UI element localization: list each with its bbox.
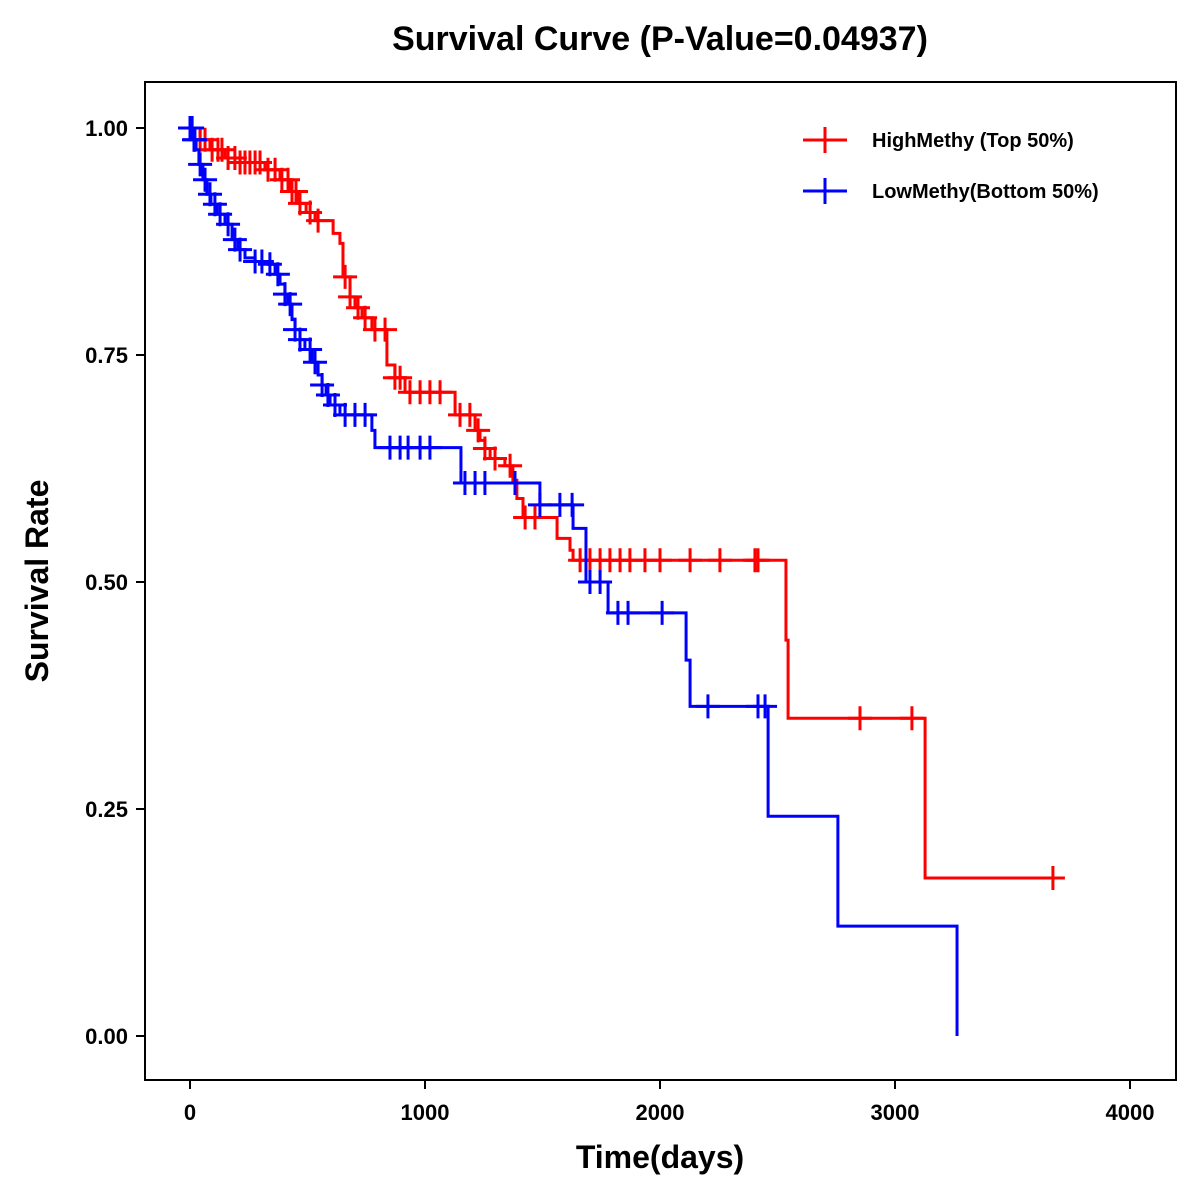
- censor-mark: [678, 548, 703, 573]
- censor-mark: [753, 694, 778, 719]
- censor-mark: [428, 380, 453, 405]
- y-tick-label: 1.00: [85, 116, 128, 141]
- legend: HighMethy (Top 50%) LowMethy(Bottom 50%): [803, 127, 1099, 204]
- censor-mark: [847, 706, 872, 731]
- censor-mark: [503, 471, 528, 496]
- censor-mark: [616, 600, 641, 625]
- censor-mark: [180, 116, 205, 140]
- censor-mark: [695, 694, 720, 719]
- censor-mark: [278, 292, 303, 317]
- legend-key: [803, 178, 847, 204]
- censor-mark: [222, 227, 247, 252]
- censor-mark: [333, 264, 358, 289]
- censor-mark: [498, 453, 523, 478]
- y-tick-label: 0.00: [85, 1024, 128, 1049]
- censor-mark: [197, 182, 222, 207]
- censor-mark: [588, 570, 613, 594]
- curves: [178, 116, 1065, 1036]
- y-tick-label: 0.50: [85, 570, 128, 595]
- censor-mark: [353, 305, 378, 330]
- censor-mark: [193, 167, 218, 192]
- censor-mark: [483, 446, 508, 471]
- censor-mark: [310, 372, 335, 397]
- y-axis-label: Survival Rate: [19, 480, 55, 683]
- y-tick-label: 0.25: [85, 797, 128, 822]
- censor-mark: [522, 505, 547, 530]
- censor-mark: [457, 402, 482, 427]
- censor-mark: [472, 471, 497, 496]
- x-tick-label: 4000: [1106, 1100, 1155, 1125]
- censor-mark: [648, 548, 672, 573]
- censor-mark: [265, 262, 290, 287]
- y-tick-label: 0.75: [85, 343, 128, 368]
- censor-mark: [417, 435, 442, 460]
- legend-label: LowMethy(Bottom 50%): [872, 181, 1099, 203]
- x-tick-label: 2000: [636, 1100, 685, 1125]
- x-tick-label: 3000: [871, 1100, 920, 1125]
- censor-mark: [373, 317, 398, 342]
- censor-mark: [298, 337, 323, 362]
- censor-mark: [322, 392, 347, 417]
- censor-mark: [353, 402, 378, 427]
- censor-mark: [466, 418, 491, 443]
- censor-mark: [228, 237, 253, 262]
- censor-mark: [560, 492, 585, 517]
- axes: 0 1000 2000 3000 4000 0.00 0.25 0.50 0.75 1.00: [85, 116, 1154, 1125]
- x-tick-label: 1000: [401, 1100, 450, 1125]
- censor-mark: [388, 365, 413, 390]
- censor-mark: [283, 179, 308, 204]
- censor-mark: [1040, 866, 1065, 891]
- x-axis-label: Time(days): [576, 1139, 744, 1175]
- censor-mark: [745, 548, 770, 573]
- censor-mark: [283, 317, 308, 342]
- censor-mark: [222, 145, 247, 170]
- censor-mark: [303, 350, 328, 375]
- x-tick-label: 0: [184, 1100, 196, 1125]
- censor-mark: [202, 192, 227, 217]
- legend-key: [803, 127, 847, 153]
- censor-mark: [287, 327, 312, 352]
- censor-mark: [306, 208, 331, 233]
- legend-label: HighMethy (Top 50%): [872, 130, 1074, 152]
- censor-mark: [182, 127, 207, 152]
- chart-title: Survival Curve (P-Value=0.04937): [392, 20, 928, 58]
- survival-line-0: [190, 126, 1055, 880]
- censor-mark: [216, 212, 241, 237]
- censor-mark: [272, 282, 297, 307]
- censor-mark: [472, 436, 497, 461]
- censor-mark: [899, 706, 924, 731]
- censor-mark: [650, 600, 675, 625]
- censor-mark: [188, 152, 213, 177]
- censor-mark: [707, 548, 732, 573]
